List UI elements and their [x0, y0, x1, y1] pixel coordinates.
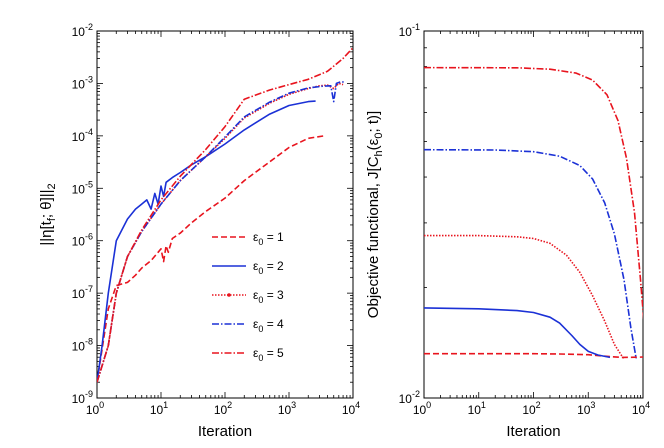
series-line-eps5	[424, 66, 643, 321]
y-tick-label: 10-3	[72, 74, 93, 91]
objective-plot: 100 101 102 103 104 10-2 10-1 Iteration Objectiv…	[365, 22, 650, 440]
x-tick-label: 100	[413, 400, 431, 417]
norm-plot: 100 101 102 103 104 10-9 10-8 10-7 10-6 10-5 10-4 1…	[38, 22, 360, 440]
y-tick-label: 10-4	[72, 127, 93, 144]
y-tick-label: 10-7	[72, 284, 93, 301]
y-axis-label: ||η[tf; θ]||2	[38, 183, 58, 245]
legend-marker	[227, 293, 231, 297]
series-line-eps1	[97, 135, 324, 383]
y-tick-label: 10-8	[72, 337, 93, 354]
x-tick-label: 100	[86, 400, 104, 417]
series-line-eps4	[97, 80, 346, 383]
x-tick-label: 102	[522, 400, 540, 417]
x-tick-label: 104	[342, 400, 360, 417]
x-axis-label: Iteration	[198, 423, 252, 440]
y-tick-label: 10-2	[399, 389, 420, 406]
x-tick-label: 103	[278, 400, 296, 417]
y-tick-label: 10-5	[72, 179, 93, 196]
legend-label-eps3: ε0 = 3	[253, 288, 284, 305]
legend-label-eps1: ε0 = 1	[253, 230, 284, 247]
x-tick-label: 104	[632, 400, 650, 417]
series-line-eps3	[424, 234, 625, 360]
series-line-eps5	[97, 47, 353, 383]
minor-ticks	[424, 31, 643, 398]
legend-label-eps2: ε0 = 2	[253, 259, 284, 276]
series-line-eps2	[97, 100, 316, 383]
x-tick-label: 101	[468, 400, 486, 417]
y-tick-label: 10-1	[399, 22, 420, 39]
series-line-eps4	[424, 148, 637, 359]
y-tick-label: 10-9	[72, 389, 93, 406]
y-axis-label: Objective functional, J[Ch(ε0; t)]	[365, 111, 385, 318]
y-tick-label: 10-2	[72, 22, 93, 39]
series-line-eps1	[424, 352, 643, 359]
legend-label-eps4: ε0 = 4	[253, 317, 284, 334]
minor-ticks	[97, 31, 353, 398]
x-tick-label: 103	[577, 400, 595, 417]
x-tick-label: 101	[150, 400, 168, 417]
y-tick-label: 10-6	[72, 232, 93, 249]
x-tick-label: 102	[214, 400, 232, 417]
series-group	[424, 66, 643, 360]
plot-frame	[96, 30, 354, 399]
series-line-eps2	[424, 307, 611, 359]
legend-label-eps5: ε0 = 5	[253, 346, 284, 363]
legend: ε0 = 1 ε0 = 2 ε0 = 3 ε0 = 4 ε0 = 5	[212, 230, 284, 363]
series-line-eps3	[97, 82, 344, 383]
x-axis-label: Iteration	[506, 423, 560, 440]
series-group	[97, 47, 353, 383]
plot-frame	[423, 30, 644, 399]
